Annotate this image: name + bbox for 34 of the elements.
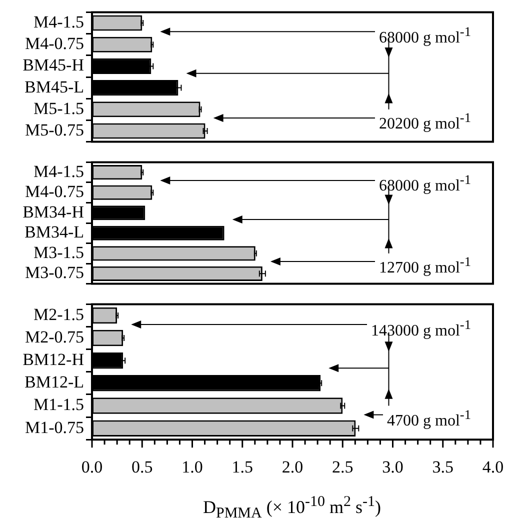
annotation: 68000 g mol$^{-1}$: [379, 22, 471, 47]
x-tick-label: 1.5: [232, 457, 253, 476]
annotation: 20200 g mol$^{-1}$: [379, 109, 471, 134]
y-tick-label: M5-0.75: [24, 120, 84, 140]
annotation: 68000 g mol$^{-1}$: [379, 171, 471, 196]
x-tick-label: 0.5: [132, 457, 153, 476]
annotation: 12700 g mol$^{-1}$: [379, 252, 471, 277]
annotation: 4700 g mol$^{-1}$: [387, 406, 471, 430]
y-tick-label: M3-0.75: [24, 263, 84, 282]
annotation: 143000 g mol$^{-1}$: [371, 316, 471, 340]
y-tick-label: BM34-L: [24, 222, 84, 242]
y-tick-label: M2-1.5: [33, 304, 84, 324]
y-tick-label: M5-1.5: [33, 98, 84, 118]
x-tick-label: 3.5: [432, 457, 454, 476]
y-tick-label: M1-0.75: [24, 418, 84, 437]
y-tick-label: BM45-L: [24, 77, 84, 96]
x-tick-label: 2.0: [282, 457, 304, 476]
y-tick-label: M1-1.5: [33, 395, 84, 414]
x-tick-label: 1.0: [182, 457, 203, 476]
x-tick-label: 4.0: [482, 457, 504, 476]
y-tick-label: BM45-H: [22, 56, 84, 75]
y-tick-label: BM12-L: [24, 372, 84, 392]
y-tick-label: M4-0.75: [24, 34, 84, 54]
x-tick-label: 0.0: [81, 457, 103, 476]
y-tick-label: M4-1.5: [33, 12, 84, 32]
y-tick-label: M4-0.75: [24, 182, 84, 202]
x-tick-label: 3.0: [382, 457, 404, 476]
y-tick-label: M2-0.75: [24, 328, 84, 347]
y-tick-label: M4-1.5: [33, 162, 84, 181]
y-tick-label: BM12-H: [22, 350, 84, 370]
x-tick-label: 2.5: [332, 457, 354, 476]
text: D$_{PMMA}$ (× 10$^{-10}$ m$^{2}$ s$^{-1}$): [202, 494, 382, 520]
y-tick-label: BM34-H: [22, 202, 84, 222]
y-tick-label: M3-1.5: [33, 242, 84, 262]
